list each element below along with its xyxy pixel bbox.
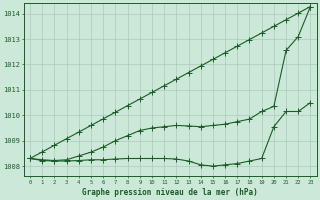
X-axis label: Graphe pression niveau de la mer (hPa): Graphe pression niveau de la mer (hPa)	[82, 188, 258, 197]
